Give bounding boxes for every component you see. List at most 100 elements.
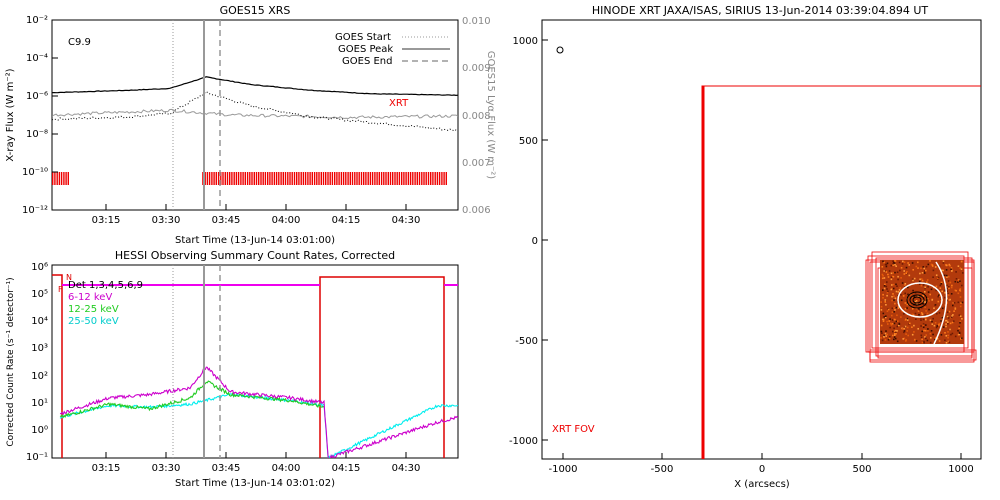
xrt-pixel	[917, 328, 919, 330]
xrt-pixel	[919, 278, 921, 281]
xrt-yaxis: 1000 500 0 -500 -1000	[509, 36, 548, 447]
xrt-contour	[906, 291, 928, 309]
xrt-pixel	[941, 316, 944, 319]
xrt-pixel	[917, 310, 920, 312]
xrt-pixel	[907, 293, 909, 296]
xrt-pixel	[905, 272, 908, 274]
xrt-pixel	[892, 276, 895, 278]
xrt-pixel	[958, 314, 961, 316]
xrt-pixel	[940, 334, 943, 336]
xrt-pixel	[915, 340, 918, 342]
goes-ylabel-left: X-ray Flux (W m⁻²)	[5, 68, 16, 161]
xrt-pixel	[904, 292, 906, 295]
xrt-pixel	[952, 314, 954, 316]
xrt-pixel	[947, 334, 949, 337]
xrt-xtick: -1000	[548, 464, 577, 475]
goes-ytick: 10⁻¹⁰	[22, 167, 48, 178]
xrt-pixel	[954, 289, 956, 292]
xrt-pixel	[932, 276, 934, 278]
xrt-pixel	[897, 320, 899, 322]
xrt-limb-arc	[933, 261, 948, 345]
xrt-obs-tick	[215, 172, 217, 185]
xrt-pixel	[927, 330, 929, 332]
xrt-pixel	[906, 317, 909, 320]
xrt-pixel	[889, 326, 891, 329]
xrt-obs-tick	[369, 172, 372, 185]
xrt-pixel	[889, 318, 891, 320]
xrt-pixel	[892, 330, 894, 333]
xrt-pixel	[926, 279, 929, 281]
xrt-pixel	[934, 304, 936, 307]
hessi-panel: HESSI Observing Summary Count Rates, Cor…	[6, 249, 459, 489]
xrt-pixel	[882, 289, 884, 291]
xrt-pixel	[891, 295, 893, 298]
xrt-obs-tick	[374, 172, 376, 185]
xrt-pixel	[959, 320, 962, 323]
xrt-pixel	[900, 316, 902, 318]
xrt-pixel	[914, 312, 917, 315]
xrt-obs-tick	[398, 172, 401, 185]
xrt-pixel	[945, 274, 948, 277]
xrt-obs-tick	[331, 172, 334, 185]
xrt-pixel	[932, 317, 934, 320]
xrt-pixel	[895, 320, 898, 323]
xrt-obs-tick	[358, 172, 360, 185]
xrt-xtick: 500	[852, 464, 871, 475]
xrt-pixel	[909, 303, 911, 306]
xrt-pixel	[893, 338, 895, 341]
goes-panel: GOES15 XRS C9.9 GOES Start GOES Peak GOE…	[5, 4, 496, 246]
xrt-obs-tick	[434, 172, 436, 185]
xrt-pixel	[880, 305, 883, 308]
xrt-obs-tick	[396, 172, 398, 185]
xrt-pixel	[895, 290, 898, 293]
xrt-pixel	[908, 274, 911, 277]
xrt-obs-tick	[356, 172, 358, 185]
xrt-obs-tick	[338, 172, 340, 185]
xrt-pixel	[940, 283, 943, 285]
xrt-pixel	[892, 260, 894, 263]
xrt-obs-tick	[273, 172, 276, 185]
xrt-obs-tick	[311, 172, 313, 185]
xrt-pixel	[891, 284, 893, 286]
xrt-xtick: 0	[759, 464, 765, 475]
xrt-pixel	[929, 260, 931, 262]
xrt-xtick: 1000	[948, 464, 973, 475]
xrt-obs-tick	[284, 172, 287, 185]
xrt-obs-tick	[412, 172, 414, 185]
xrt-pixel	[918, 308, 920, 311]
xrt-pixel	[959, 267, 961, 269]
xrt-pixel	[892, 264, 894, 266]
xrt-pixel	[925, 316, 927, 319]
xrt-pixel	[948, 310, 951, 313]
xrt-pixel	[924, 287, 926, 290]
xrt-pixel	[957, 279, 960, 282]
xrt-obs-tick	[360, 172, 363, 185]
xrt-pixel	[913, 324, 915, 327]
xrt-pixel	[918, 283, 921, 285]
xrt-pixel	[960, 260, 963, 263]
xrt-pixel	[950, 316, 953, 319]
xrt-pixel	[890, 324, 893, 326]
xrt-pixel	[885, 265, 888, 268]
xrt-pixel	[880, 301, 882, 303]
xrt-pixel	[922, 299, 925, 302]
xrt-obs-tick	[67, 172, 69, 185]
xrt-obs-tick	[320, 172, 322, 185]
xrt-pixel	[920, 334, 923, 337]
legend-12-25: 12-25 keV	[68, 304, 119, 315]
xrt-obs-tick	[282, 172, 284, 185]
xrt-pixel	[930, 288, 933, 291]
xrt-pixel	[890, 322, 892, 325]
goes-ytick-right: 0.009	[462, 63, 491, 74]
xrt-pixel	[952, 302, 955, 304]
hessi-flag-n	[319, 276, 445, 458]
xrt-pixel	[934, 338, 936, 341]
xrt-pixel	[958, 327, 960, 330]
xrt-obs-tick	[267, 172, 269, 185]
xrt-pixel	[904, 283, 907, 285]
xrt-pixel	[942, 269, 944, 272]
xrt-obs-tick	[229, 172, 231, 185]
xrt-obs-tick	[226, 172, 229, 185]
xrt-pixel	[954, 308, 957, 310]
xrt-pixel	[886, 310, 889, 312]
